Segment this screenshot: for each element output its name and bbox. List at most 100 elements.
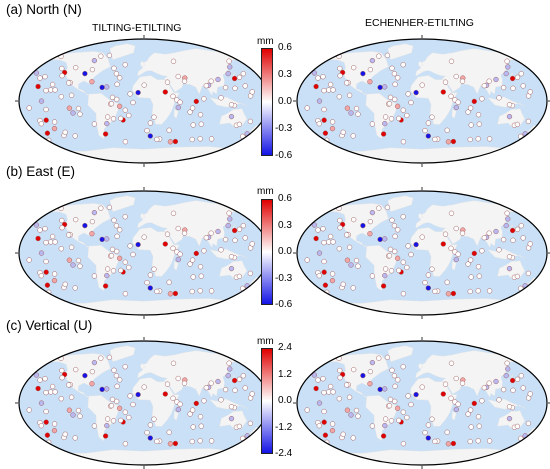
station-marker [453, 256, 459, 263]
landmass [387, 345, 414, 362]
station-marker [126, 112, 132, 119]
station-marker [114, 383, 120, 389]
station-marker [493, 76, 499, 83]
station-marker [432, 288, 438, 295]
landmass [451, 260, 457, 271]
station-marker [419, 234, 425, 240]
station-marker [445, 291, 452, 297]
station-marker [496, 247, 502, 253]
station-marker [38, 423, 44, 429]
station-marker [453, 225, 459, 232]
station-marker [344, 232, 350, 238]
station-marker [465, 411, 471, 417]
station-marker [43, 419, 49, 425]
station-marker [38, 98, 45, 104]
station-marker [172, 138, 179, 145]
panel-label-north: (a) North (N) [6, 2, 82, 17]
station-marker [201, 248, 207, 254]
station-marker [144, 127, 150, 134]
station-marker [116, 103, 123, 109]
station-marker [471, 250, 477, 257]
station-marker [348, 110, 354, 116]
panel-label-vertical: (c) Vertical (U) [6, 318, 93, 333]
station-marker [109, 396, 116, 403]
station-marker [429, 416, 435, 422]
station-marker [114, 248, 120, 255]
station-marker [389, 217, 395, 223]
station-marker [336, 396, 342, 402]
station-marker [425, 422, 432, 428]
station-marker [127, 393, 133, 399]
station-marker [198, 423, 204, 429]
station-marker [392, 248, 398, 255]
station-marker [218, 95, 224, 101]
station-marker [77, 413, 83, 419]
colorbar-vertical-tick: 0.0 [278, 395, 292, 406]
station-marker [113, 71, 120, 77]
station-marker [450, 138, 457, 145]
colorbar-vertical-tick: -1.2 [275, 422, 293, 433]
station-marker [43, 117, 49, 123]
station-marker [236, 121, 243, 128]
station-marker [316, 98, 323, 104]
station-marker [321, 87, 327, 94]
station-marker [240, 71, 246, 77]
station-marker [527, 241, 533, 247]
station-marker [38, 400, 45, 406]
station-marker [425, 285, 431, 291]
station-marker [172, 440, 179, 447]
colorbar-north-tick: 0.6 [278, 42, 292, 53]
station-marker [43, 258, 49, 265]
station-marker [468, 424, 474, 430]
station-marker [141, 384, 147, 390]
station-marker [382, 84, 388, 90]
station-marker [329, 427, 336, 434]
station-marker [453, 375, 459, 382]
station-marker [190, 274, 196, 280]
station-marker [189, 288, 195, 295]
station-marker [425, 133, 431, 139]
landmass [415, 48, 519, 97]
station-marker [395, 227, 401, 233]
station-marker [388, 116, 395, 122]
station-marker [353, 407, 360, 414]
station-marker [104, 236, 110, 242]
station-marker [222, 386, 229, 393]
station-marker [197, 438, 203, 444]
station-marker [118, 267, 124, 274]
station-marker [429, 114, 435, 120]
station-marker [109, 94, 116, 101]
station-marker [322, 130, 329, 136]
station-marker [38, 121, 44, 127]
station-marker [382, 114, 389, 120]
station-marker [203, 385, 209, 391]
station-marker [369, 57, 376, 64]
station-marker [405, 393, 411, 399]
station-marker [481, 83, 487, 89]
station-marker [486, 438, 493, 444]
station-marker [175, 375, 181, 382]
station-marker [504, 58, 510, 64]
colorbar-east-tick: -0.6 [275, 299, 293, 310]
station-marker [459, 380, 466, 386]
station-marker [408, 99, 414, 106]
station-marker [181, 380, 188, 386]
station-marker [322, 282, 329, 288]
station-marker [440, 241, 446, 247]
station-marker [77, 263, 83, 269]
station-marker [247, 270, 254, 277]
station-marker [369, 273, 376, 279]
landmass [137, 350, 241, 399]
station-marker [344, 257, 351, 263]
station-marker [514, 423, 521, 430]
station-marker [367, 218, 374, 225]
station-marker [408, 251, 414, 258]
station-marker [66, 407, 73, 413]
station-marker [394, 405, 401, 411]
station-marker [227, 216, 233, 222]
station-marker [26, 257, 32, 263]
station-marker [141, 234, 147, 240]
station-marker [353, 257, 360, 264]
station-marker [122, 107, 128, 113]
station-marker [450, 290, 457, 297]
